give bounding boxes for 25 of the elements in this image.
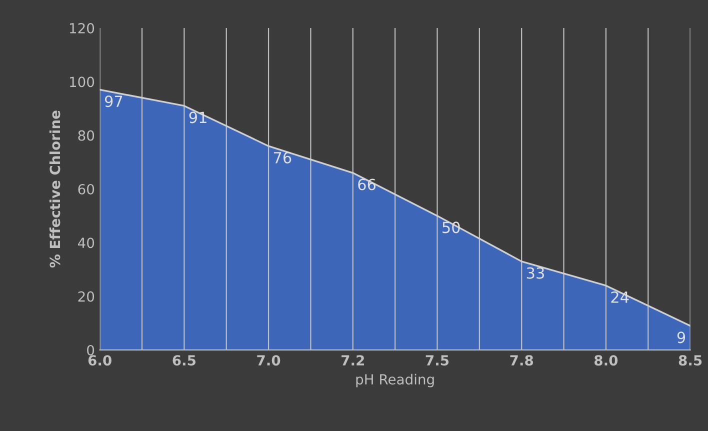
data-label: 9 (677, 332, 686, 344)
x-tick-label: 7.0 (257, 355, 280, 366)
y-tick-label: 20 (78, 291, 94, 302)
y-tick-label: 40 (78, 238, 94, 248)
data-label: 91 (189, 112, 206, 124)
y-tick-label: 120 (70, 22, 94, 34)
x-tick-label: 7.5 (426, 355, 449, 366)
data-label: 66 (358, 178, 376, 190)
x-tick-label: 6.5 (172, 355, 196, 366)
x-tick-label: 7.8 (510, 355, 534, 366)
x-tick-label: 7.2 (342, 355, 364, 366)
x-tick-label: 6.0 (88, 355, 112, 366)
x-axis-title: pH Reading (356, 374, 434, 388)
data-label: 97 (104, 96, 122, 108)
x-tick-label: 8.0 (594, 355, 618, 366)
y-tick-label: 100 (70, 76, 94, 88)
y-axis-title: % Effective Chlorine (49, 110, 60, 268)
data-label: 33 (526, 267, 544, 279)
x-tick-label: 8.5 (678, 355, 702, 366)
y-tick-label: 60 (78, 184, 94, 194)
data-label: 24 (611, 291, 629, 303)
data-label: 50 (442, 222, 460, 234)
y-tick-label: 0 (87, 344, 94, 356)
y-tick-label: 80 (78, 130, 94, 141)
data-label: 76 (274, 152, 292, 164)
